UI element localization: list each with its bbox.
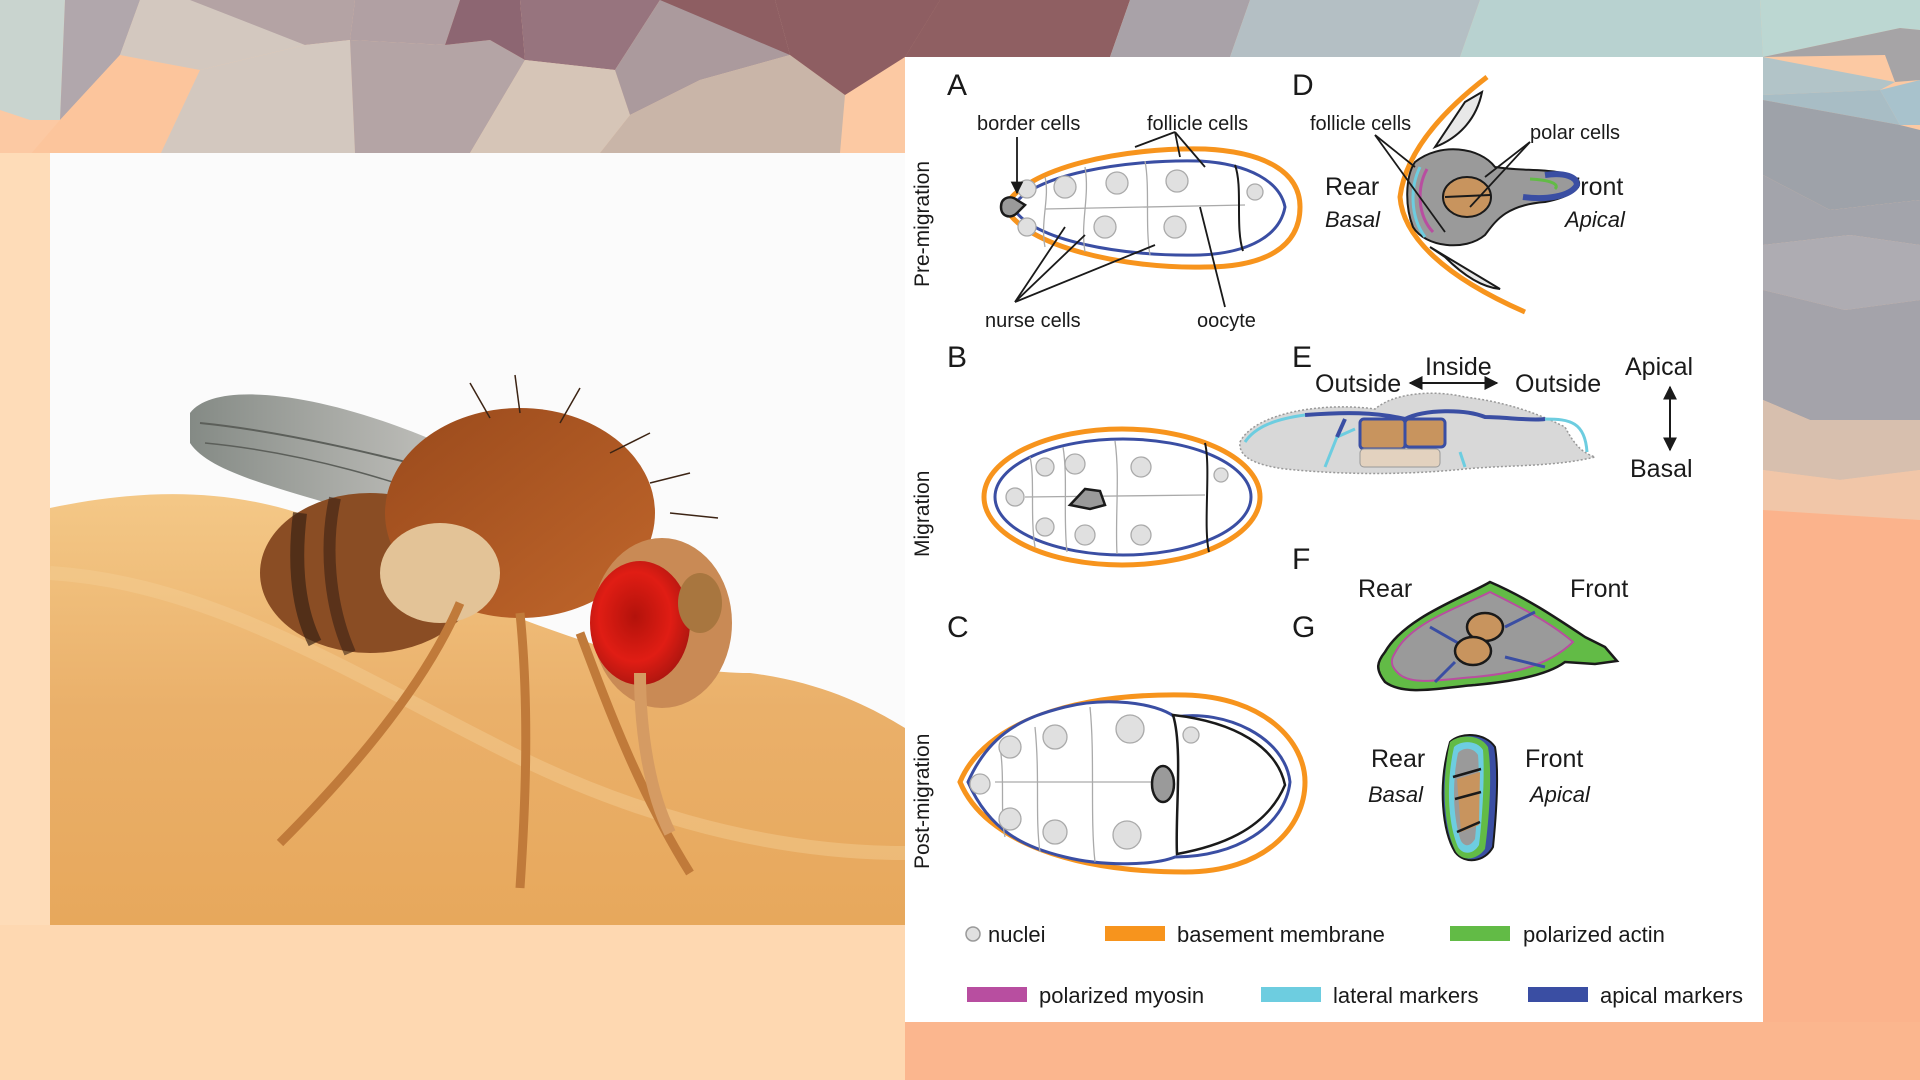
label-oocyte: oocyte [1197,310,1256,332]
svg-text:polarized myosin: polarized myosin [1039,983,1204,1008]
panel-letter-e: E [1292,341,1312,374]
panel-e: E Outside Inside Outside Apical Basal [1239,341,1693,483]
label-apical: Apical [1528,782,1591,807]
border-cell-cluster [1150,764,1176,804]
label-basal: Basal [1368,782,1424,807]
svg-text:polarized actin: polarized actin [1523,922,1665,947]
panel-a: A border cells follicle cells nurse cell… [947,69,1303,332]
panel-d: D follicle cells polar cells Rear Basal … [1292,69,1626,315]
label-apical: Apical [1625,353,1693,381]
panel-letter-b: B [947,341,967,374]
border-cell-migration-diagram: Pre-migration Migration Post-migration A… [905,57,1763,1022]
label-inside: Inside [1425,353,1492,381]
svg-text:basement membrane: basement membrane [1177,922,1385,947]
legend-item-nuclei: nuclei [965,922,1045,947]
label-follicle-cells: follicle cells [1147,113,1248,135]
panel-g: G Rear Basal Front Apical [1292,611,1591,862]
panel-letter-a: A [947,69,967,102]
row-label-pre-migration: Pre-migration [911,161,934,287]
label-outside-left: Outside [1315,370,1401,398]
legend-item-lateral-markers: lateral markers [1261,983,1478,1008]
label-rear: Rear [1325,173,1379,201]
fruit-surface [50,494,905,925]
border-cell-cluster [999,196,1027,218]
legend-item-polarized-actin: polarized actin [1450,922,1665,947]
label-front: Front [1525,745,1583,773]
label-nurse-cells: nurse cells [985,310,1081,332]
panel-letter-f: F [1292,543,1310,576]
legend-item-polarized-myosin: polarized myosin [967,983,1204,1008]
fly-leg [276,601,465,847]
label-basal: Basal [1630,455,1693,483]
panel-f: F Rear Front [1292,543,1628,692]
label-rear: Rear [1371,745,1425,773]
panel-letter-g: G [1292,611,1315,644]
row-label-migration: Migration [911,471,934,557]
label-rear: Rear [1358,575,1412,603]
svg-text:apical markers: apical markers [1600,983,1743,1008]
row-label-post-migration: Post-migration [911,734,934,869]
legend-item-basement-membrane: basement membrane [1105,922,1385,947]
label-front: Front [1570,575,1628,603]
fly-eye [590,561,690,685]
label-follicle-cells: follicle cells [1310,113,1411,135]
panel-b: B [947,341,1263,568]
fly-leg [634,672,676,836]
label-border-cells: border cells [977,113,1080,135]
fly-leg [515,612,531,889]
fly-leg [575,631,694,876]
border-cell-cluster [1067,487,1107,511]
label-outside-right: Outside [1515,370,1601,398]
svg-text:nuclei: nuclei [988,922,1045,947]
panel-letter-c: C [947,611,969,644]
label-apical: Apical [1563,207,1626,232]
legend-item-apical-markers: apical markers [1528,983,1743,1008]
panel-c: C [947,611,1308,875]
fruit-fly-photo [50,153,905,925]
svg-text:lateral markers: lateral markers [1333,983,1478,1008]
panel-letter-d: D [1292,69,1314,102]
label-polar-cells: polar cells [1530,122,1620,144]
label-basal: Basal [1325,207,1381,232]
legend: nuclei basement membrane polarized actin… [965,922,1743,1008]
